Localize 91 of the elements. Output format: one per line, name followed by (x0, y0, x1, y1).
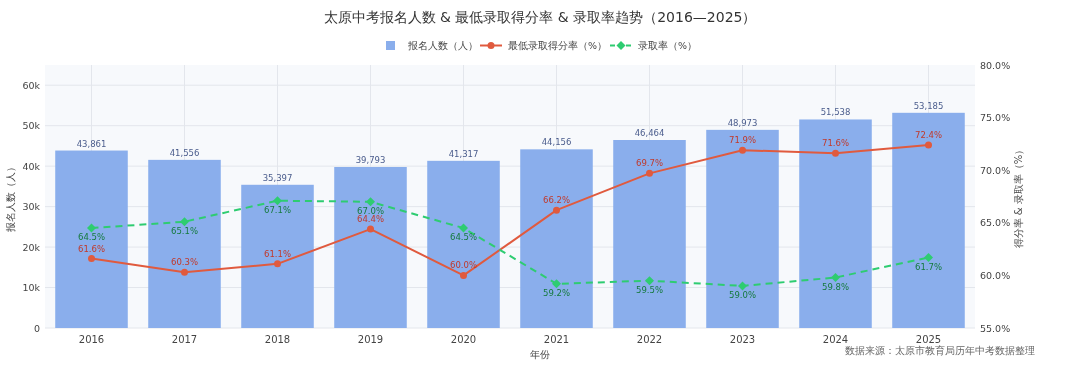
data-label: 72.4% (914, 129, 943, 140)
data-label: 61.7% (914, 261, 943, 272)
point (553, 206, 560, 214)
x-tick-label: 2017 (171, 334, 198, 345)
data-label: 67.0% (356, 205, 385, 216)
bar (799, 119, 872, 328)
y-tick-label: 30k (22, 201, 41, 213)
x-axis-title: 年份 (530, 349, 550, 360)
point (367, 225, 374, 233)
data-label: 53,185 (913, 100, 944, 111)
data-label: 60.3% (170, 257, 199, 268)
data-label: 41,317 (448, 148, 479, 159)
y-tick-label: 50k (22, 120, 41, 132)
x-tick-label: 2025 (915, 334, 942, 345)
bar (334, 166, 407, 328)
x-tick-label: 2018 (264, 334, 291, 345)
point (460, 271, 467, 279)
point (552, 279, 561, 289)
point (181, 268, 188, 276)
data-label: 67.1% (263, 204, 292, 215)
data-label: 64.5% (449, 232, 478, 243)
x-tick-label: 2016 (78, 334, 105, 345)
point (739, 146, 746, 154)
data-label: 66.2% (542, 195, 571, 206)
point (832, 149, 839, 157)
chart-title: 太原中考报名人数 & 最低录取得分率 & 录取率趋势（2016—2025） (323, 9, 757, 25)
y2-tick-label: 60.0% (980, 269, 1011, 281)
data-label: 35,397 (262, 172, 293, 183)
point (924, 253, 933, 263)
y2-tick-label: 55.0% (980, 322, 1011, 334)
point (273, 196, 282, 206)
data-label: 61.1% (263, 248, 292, 259)
y-tick-label: 0 (33, 322, 40, 334)
data-label: 44,156 (541, 137, 572, 148)
y-tick-label: 20k (22, 241, 41, 253)
x-tick-label: 2022 (636, 334, 663, 345)
data-label: 39,793 (355, 154, 386, 165)
y2-tick-label: 65.0% (980, 217, 1011, 229)
data-label: 71.9% (728, 135, 757, 146)
point (87, 223, 96, 233)
x-tick-label: 2024 (822, 334, 849, 345)
x-tick-label: 2020 (450, 334, 477, 345)
y-axis-title: 报名人数（人） (5, 161, 16, 233)
point (645, 276, 654, 286)
data-label: 48,973 (727, 117, 758, 128)
y-tick-label: 60k (22, 79, 41, 91)
point (738, 281, 747, 291)
bar (148, 159, 221, 328)
data-label: 51,538 (820, 107, 851, 118)
bar (241, 184, 314, 328)
y2-axis-title: 得分率 & 录取率（%） (1013, 144, 1024, 249)
x-tick-label: 2023 (729, 334, 756, 345)
y2-tick-label: 80.0% (980, 59, 1011, 71)
bar (892, 112, 965, 328)
bar (706, 129, 779, 328)
data-label: 61.6% (77, 243, 106, 254)
point (925, 141, 932, 149)
x-tick-label: 2021 (543, 334, 570, 345)
legend-label: 报名人数（人） (407, 40, 478, 51)
data-label: 46,464 (634, 128, 665, 138)
data-label: 71.6% (821, 138, 850, 149)
point (180, 217, 189, 227)
point (366, 197, 375, 207)
data-label: 59.8% (821, 281, 850, 292)
y-tick-label: 40k (22, 160, 41, 172)
data-label: 41,556 (169, 147, 200, 158)
point (831, 273, 840, 282)
y-tick-label: 10k (22, 282, 41, 294)
bar (55, 150, 128, 328)
data-label: 60.0% (449, 260, 478, 271)
point (459, 223, 468, 233)
legend-label: 录取率（%） (638, 40, 698, 51)
bar (520, 149, 593, 328)
x-tick-label: 2019 (357, 334, 384, 345)
bar (613, 140, 686, 328)
data-label: 64.5% (77, 232, 106, 243)
legend-label: 最低录取得分率（%） (508, 40, 608, 51)
bar (427, 160, 500, 328)
data-label: 69.7% (635, 158, 664, 169)
data-label: 59.5% (635, 284, 664, 295)
y2-tick-label: 70.0% (980, 164, 1011, 176)
data-label: 43,861 (76, 138, 107, 149)
data-label: 59.2% (542, 287, 571, 298)
point (274, 260, 281, 268)
point (88, 255, 95, 263)
data-label: 59.0% (728, 289, 757, 300)
source-note: 数据来源：太原市教育局历年中考数据整理 (845, 345, 1035, 356)
point (646, 169, 653, 177)
data-label: 65.1% (170, 225, 199, 236)
data-label: 64.4% (356, 214, 385, 225)
y2-tick-label: 75.0% (980, 112, 1011, 124)
